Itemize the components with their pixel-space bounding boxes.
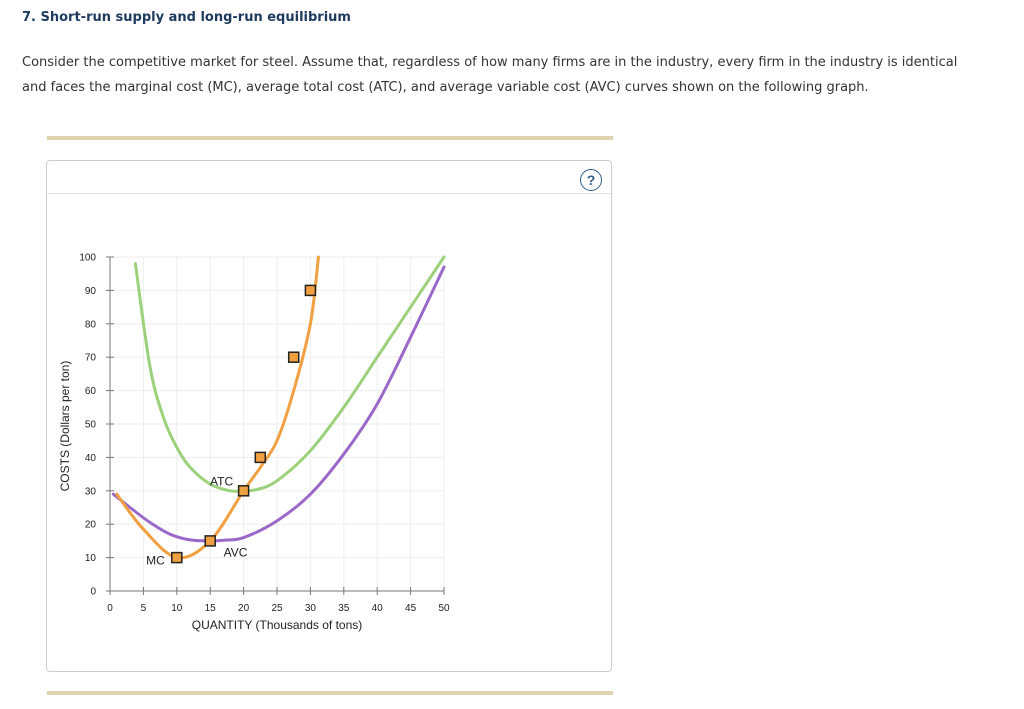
question-text: Consider the competitive market for stee… <box>22 55 958 95</box>
mc-point-marker <box>254 451 267 464</box>
mc-curve <box>115 255 320 560</box>
x-tick-label: 25 <box>271 603 283 614</box>
y-tick-label: 90 <box>85 286 97 297</box>
y-tick-label: 60 <box>85 386 97 397</box>
mc-point-marker <box>237 485 250 497</box>
question-title: 7. Short-run supply and long-run equilib… <box>22 10 351 25</box>
mc-point-marker <box>204 535 216 547</box>
x-axis-title: QUANTITY (Thousands of tons) <box>192 618 363 632</box>
x-tick-label: 40 <box>372 603 384 614</box>
help-icon[interactable]: ? <box>580 169 602 191</box>
x-tick-label: 20 <box>238 603 250 614</box>
y-tick-label: 50 <box>85 420 97 431</box>
y-axis-title: COSTS (Dollars per ton) <box>58 361 72 492</box>
y-tick-label: 40 <box>85 453 97 464</box>
mc-point-marker <box>304 284 317 297</box>
x-tick-label: 30 <box>305 603 317 614</box>
bottom-divider <box>47 691 613 695</box>
y-tick-label: 0 <box>90 587 96 598</box>
y-tick-label: 100 <box>79 253 96 264</box>
y-tick-label: 10 <box>85 553 97 564</box>
x-tick-label: 0 <box>107 603 113 614</box>
graph-toolbar-divider <box>47 193 611 194</box>
y-tick-label: 80 <box>85 319 97 330</box>
x-tick-label: 35 <box>338 603 350 614</box>
x-tick-label: 50 <box>438 603 450 614</box>
avc-curve-label: AVC <box>224 545 248 559</box>
atc-curve-label: ATC <box>210 474 233 488</box>
mc-point-marker <box>171 551 183 564</box>
y-tick-label: 20 <box>85 520 97 531</box>
x-tick-label: 45 <box>405 603 417 614</box>
x-tick-label: 15 <box>205 603 217 614</box>
mc-curve-label: MC <box>146 553 165 567</box>
x-tick-label: 10 <box>171 603 183 614</box>
mc-point-marker <box>287 351 300 363</box>
top-divider <box>47 136 613 140</box>
graph-panel: ? <box>46 160 612 672</box>
x-tick-label: 5 <box>141 603 147 614</box>
avc-curve <box>111 265 446 543</box>
y-tick-label: 70 <box>85 353 97 364</box>
y-tick-label: 30 <box>85 486 97 497</box>
atc-curve <box>133 255 446 493</box>
